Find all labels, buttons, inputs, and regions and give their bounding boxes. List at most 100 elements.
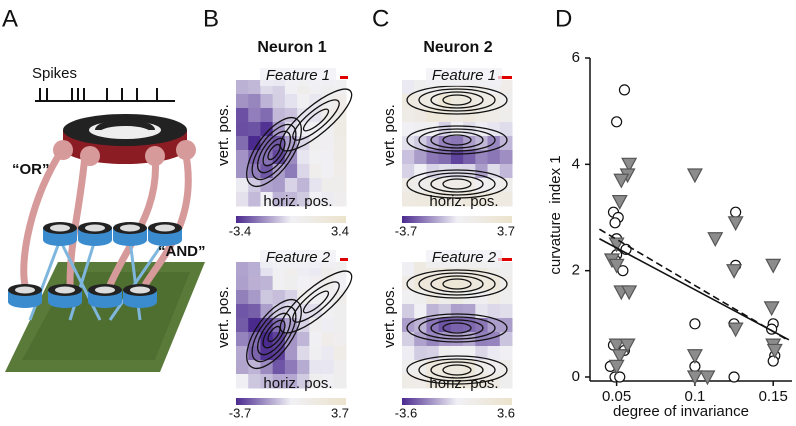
map-pixel	[487, 108, 501, 123]
contour	[279, 270, 353, 334]
y-tick-label: 0	[572, 368, 580, 385]
colorbar	[402, 216, 512, 223]
map-pixel	[487, 290, 501, 305]
map-pixel	[321, 318, 335, 333]
triangle-point	[608, 359, 625, 375]
map-pixel	[450, 164, 464, 179]
map-pixel	[260, 290, 274, 305]
map-pixel	[236, 108, 249, 123]
map-pixel	[450, 108, 464, 123]
map-pixel	[309, 178, 323, 193]
title-bg	[426, 68, 502, 86]
colorbar-max: 3.7	[331, 405, 349, 420]
scale-bar	[340, 76, 348, 79]
map-pixel	[475, 178, 489, 193]
map-pixel	[463, 94, 476, 109]
feature-title: Feature 1	[266, 67, 330, 84]
map-pixel	[450, 318, 464, 333]
contour	[406, 125, 508, 155]
neuron-face	[120, 224, 140, 232]
colorbar-min: -3.6	[395, 405, 417, 420]
contour	[267, 325, 281, 343]
map-pixel	[236, 332, 249, 347]
triangle-point	[608, 338, 625, 354]
x-tick-label: 0.15	[759, 388, 788, 405]
map-pixel	[260, 346, 274, 361]
scatter-chart: 0 2 4 6 0.05 0.1 0.15 degree of invariance curva…	[547, 49, 792, 420]
map-pixel	[284, 94, 298, 109]
map-pixel	[499, 332, 513, 347]
map-pixel	[321, 332, 335, 347]
map-pixel	[499, 150, 513, 165]
map-pixel	[438, 304, 452, 319]
map-pixel	[297, 192, 310, 207]
triangle-point	[766, 343, 783, 359]
map-pixel	[333, 178, 347, 193]
contour	[418, 272, 496, 296]
map-pixel	[450, 290, 464, 305]
map-pixel	[438, 94, 452, 109]
map-pixel	[414, 332, 427, 347]
contour	[442, 178, 472, 190]
colorbar-min: -3.7	[229, 405, 251, 420]
neuron-base	[113, 234, 147, 246]
map-pixel	[321, 150, 335, 165]
map-pixel	[321, 360, 335, 375]
map-pixel	[426, 178, 440, 193]
map-pixel	[236, 374, 249, 389]
map-pixel	[499, 290, 513, 305]
contour	[442, 364, 472, 376]
map-pixel	[284, 346, 298, 361]
map-pixel	[402, 150, 415, 165]
map-pixel	[321, 346, 335, 361]
map-pixel	[272, 304, 286, 319]
map-pixel	[463, 164, 476, 179]
map-pixel	[248, 318, 261, 333]
map-pixel	[438, 164, 452, 179]
y-tick-label: 6	[572, 49, 580, 66]
spikes-label: Spikes	[32, 65, 77, 82]
map-pixel	[248, 122, 261, 137]
map-pixel	[284, 276, 298, 291]
panel-label: B	[203, 5, 219, 32]
triangle-point	[707, 232, 724, 248]
scale-bar	[498, 258, 512, 261]
neuron-face	[50, 224, 70, 232]
map-pixel	[402, 94, 415, 109]
contour	[279, 88, 353, 152]
map-pixel	[499, 122, 513, 137]
map-pixel	[402, 108, 415, 123]
map-pixel	[402, 80, 415, 95]
y-axis-label: curvature index 1	[547, 155, 564, 274]
map-pixel	[414, 290, 427, 305]
map-pixel	[450, 178, 464, 193]
map-pixel	[309, 374, 323, 389]
triangle-point	[613, 173, 630, 189]
contour	[430, 91, 484, 109]
contour	[430, 319, 484, 337]
map-pixel	[487, 332, 501, 347]
triangle-point	[608, 258, 625, 274]
contour	[302, 290, 330, 314]
map-pixel	[260, 108, 274, 123]
map-pixel	[333, 360, 347, 375]
colorbar	[402, 398, 512, 405]
circle-point	[728, 371, 740, 383]
scale-bar	[340, 258, 348, 261]
map-pixel	[297, 276, 310, 291]
map-pixel	[487, 346, 501, 361]
map-pixel	[248, 108, 261, 123]
contour	[292, 99, 340, 141]
contours	[406, 269, 508, 385]
map-pixel	[321, 136, 335, 151]
map-pixel	[450, 150, 464, 165]
map-pixel	[248, 374, 261, 389]
map-pixel	[333, 150, 347, 165]
map-pixel	[499, 108, 513, 123]
contours	[246, 88, 353, 188]
map-pixel	[236, 192, 249, 207]
map-pixel	[297, 290, 310, 305]
contour	[418, 128, 496, 152]
triangle-point	[611, 194, 628, 210]
map-pixel	[297, 332, 310, 347]
